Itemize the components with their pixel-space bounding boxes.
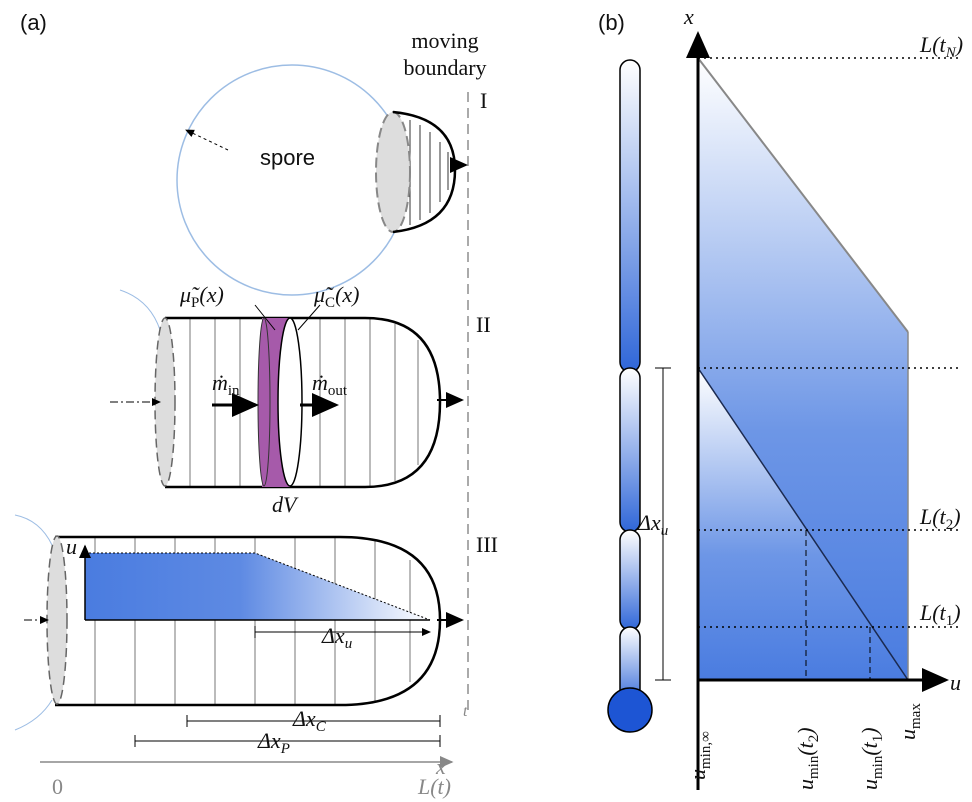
dx-u-label: Δxu xyxy=(637,510,668,539)
arrow xyxy=(186,130,228,150)
stage-label: II xyxy=(476,312,491,337)
mu-c: μ̃C(x) xyxy=(313,282,359,311)
l-t1: L(t1) xyxy=(919,600,961,629)
dx-u-label: Δxu xyxy=(321,623,352,652)
spore-label: spore xyxy=(260,145,315,170)
spore xyxy=(177,65,407,295)
spore-wall xyxy=(15,700,52,730)
m-in: ṁin xyxy=(212,370,240,399)
u-profile xyxy=(85,553,430,620)
mu-p: μ̃P(x) xyxy=(179,282,224,311)
spore-wall xyxy=(15,515,52,545)
hatch xyxy=(190,318,418,487)
stage-label: I xyxy=(480,88,487,113)
u-min-t1: umin(t1) xyxy=(857,727,886,790)
dx-p-label: ΔxP xyxy=(257,728,290,757)
l-tn: L(tN) xyxy=(919,32,963,61)
thermometer xyxy=(608,60,652,732)
spore-wall xyxy=(120,290,160,330)
cross-section xyxy=(376,112,410,232)
volume-element xyxy=(258,318,270,486)
dx-c-label: ΔxC xyxy=(292,706,327,735)
t-label: t xyxy=(463,703,468,720)
figure: (a) moving boundary I II III spore μ̃P(x… xyxy=(0,0,972,802)
u-label: u xyxy=(950,670,961,695)
panel-label: (b) xyxy=(598,10,625,35)
cross-section xyxy=(47,536,67,704)
lt-label: L(t) xyxy=(417,774,451,799)
zero-label: 0 xyxy=(52,774,63,799)
u-max: umax xyxy=(895,703,924,740)
panel-label: (a) xyxy=(20,10,47,35)
moving-boundary: moving xyxy=(411,28,478,53)
x-label: x xyxy=(683,4,694,29)
stage-label: III xyxy=(476,532,498,557)
dv: dV xyxy=(272,492,299,517)
u-min-t2: umin(t2) xyxy=(793,727,822,790)
l-t2: L(t2) xyxy=(919,504,961,533)
moving-boundary: boundary xyxy=(403,55,486,80)
m-out: ṁout xyxy=(312,370,348,399)
u-label: u xyxy=(66,534,77,559)
volume-element xyxy=(278,318,302,486)
u-min-inf: umin,∞ xyxy=(685,731,714,780)
